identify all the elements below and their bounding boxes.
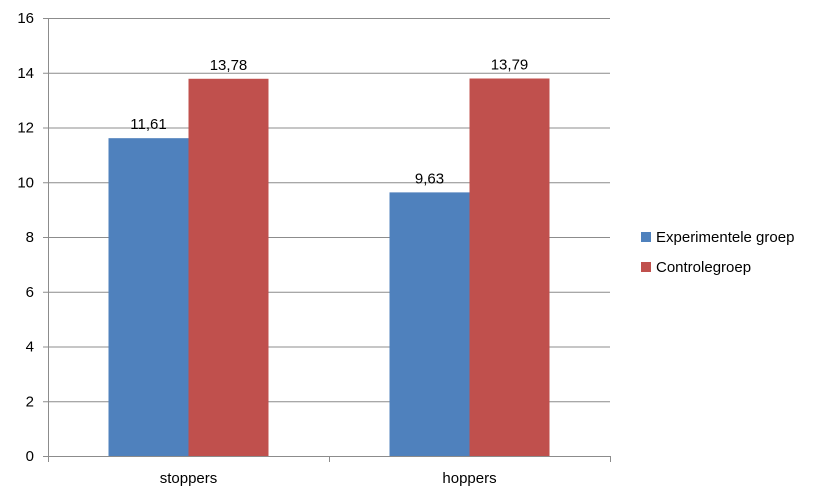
y-tick-label: 12: [17, 120, 34, 137]
y-tick-label: 2: [26, 393, 34, 410]
y-tick-label: 14: [17, 65, 34, 82]
bars: [108, 78, 550, 457]
axes: [48, 18, 611, 462]
bar: [108, 138, 189, 456]
legend-swatch: [641, 262, 651, 272]
y-axis-ticks: 0 2 4 6 8 10 12 14 16: [17, 10, 48, 465]
legend-item-experimentele-groep: Experimentele groep: [641, 222, 794, 252]
legend: Experimentele groep Controlegroep: [641, 222, 794, 282]
y-tick-label: 6: [26, 284, 34, 301]
legend-swatch: [641, 232, 651, 242]
legend-label: Experimentele groep: [656, 228, 795, 246]
y-tick-label: 4: [26, 339, 34, 356]
legend-item-controlegroep: Controlegroep: [641, 252, 794, 282]
y-tick-label: 10: [17, 174, 34, 191]
x-axis-labels: stoppers hoppers: [160, 470, 497, 487]
data-label: 13,78: [210, 57, 248, 74]
x-category-label: stoppers: [160, 470, 218, 487]
data-label: 11,61: [130, 116, 166, 133]
bar: [469, 78, 550, 456]
y-tick-label: 0: [26, 448, 34, 465]
data-label: 13,79: [491, 56, 529, 73]
data-label: 9,63: [415, 170, 444, 187]
x-category-label: hoppers: [442, 470, 496, 487]
bar: [188, 78, 269, 457]
bar: [389, 192, 470, 456]
y-tick-label: 16: [17, 10, 34, 27]
data-labels: 11,61 13,78 9,63 13,79: [130, 56, 528, 187]
y-tick-label: 8: [26, 229, 34, 246]
legend-label: Controlegroep: [656, 258, 752, 276]
